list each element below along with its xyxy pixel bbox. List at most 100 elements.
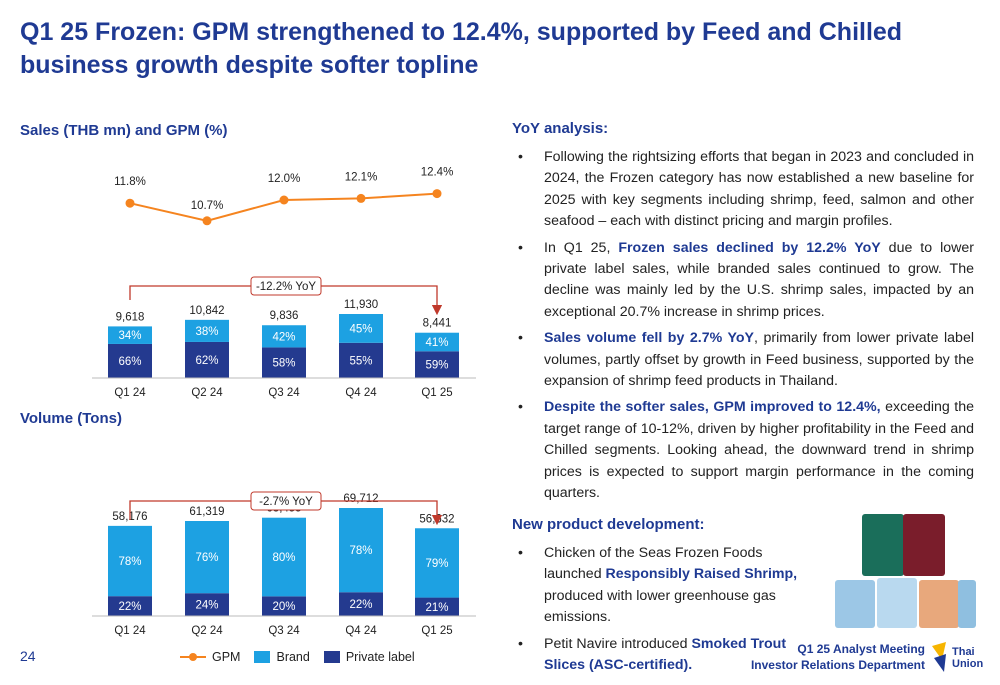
total-value-label: 9,836 [270,310,299,322]
yoy-bullet-list: Following the rightsizing efforts that b… [512,147,974,505]
legend-private-label: Private label [345,650,415,664]
gpm-value-label: 12.4% [421,167,454,179]
new-product-section: New product development: Chicken of the … [512,516,822,681]
body-text: In Q1 25, [544,239,619,256]
x-tick-label: Q2 24 [191,387,223,399]
sales-chart: 66% 34% 9,618 Q1 24 62% 38% 10,842 Q2 24 58% 42% 9… [92,167,476,399]
yoy-bullet: Sales volume fell by 2.7% YoY, primarily… [512,328,974,392]
bar-private-label [108,596,152,616]
logo-text-1: Thai [952,646,975,658]
yoy-heading: YoY analysis: [512,120,609,137]
npd-bullet: Petit Navire introduced Smoked Trout Sli… [512,634,822,677]
charts-canvas: 66% 34% 9,618 Q1 24 62% 38% 10,842 Q2 24 58% 42% 9… [92,167,476,637]
x-tick-label: Q2 24 [191,625,223,637]
body-text: due to lower private label sales, while … [544,239,974,320]
brand-share-label: 38% [195,326,218,338]
footer-line-2: Investor Relations Department [750,658,925,672]
bar-private-label [339,342,383,378]
bar-brand [262,325,306,348]
highlight-text: Smoked Trout Slices (ASC-certified). [544,635,787,674]
brand-share-label: 78% [349,545,372,557]
smoked-trout-package-image [958,580,976,628]
private-label-share-label: 55% [349,355,372,367]
gpm-point [432,189,442,199]
legend-gpm-label: GPM [212,650,241,664]
smoked-trout-package-image [877,578,917,628]
body-text: , primarily from lower private label vol… [544,330,974,390]
bar-brand [415,332,459,352]
total-value-label: 69,712 [343,493,378,505]
bar-brand [339,508,383,593]
brand-share-label: 80% [272,552,295,564]
bar-private-label [415,597,459,616]
bar-brand [108,326,152,344]
x-tick-label: Q4 24 [345,625,377,637]
total-value-label: 10,842 [189,305,224,317]
gpm-value-label: 12.1% [345,171,378,183]
legend-brand: Brand [254,650,310,664]
x-tick-label: Q1 25 [421,387,452,399]
brand-share-label: 76% [195,552,218,564]
npd-heading: New product development: [512,516,705,533]
yoy-bullet: Despite the softer sales, GPM improved t… [512,397,974,504]
yoy-badge [250,491,322,511]
bar-brand [185,319,229,342]
yoy-bullet: In Q1 25, Frozen sales declined by 12.2%… [512,238,974,324]
bar-private-label [185,341,229,378]
smoked-trout-package-image [835,580,875,628]
shrimp-package-image [903,514,945,576]
gpm-value-label: 10.7% [191,200,224,212]
highlight-text: Sales volume fell by 2.7% YoY [544,330,755,347]
gpm-value-label: 11.8% [114,176,146,188]
private-label-share-label: 62% [195,355,218,367]
total-value-label: 11,930 [344,299,378,311]
npd-bullet-list: Chicken of the Seas Frozen Foods launche… [512,543,822,676]
bar-private-label [339,592,383,616]
volume-chart-heading: Volume (Tons) [20,410,122,427]
footer-line-1: Q1 25 Analyst Meeting [797,642,925,656]
gpm-point [356,193,366,203]
brand-share-label: 41% [425,337,448,349]
highlight-text: Responsibly Raised Shrimp, [605,566,798,583]
body-text: exceeding the target range of 10-12%, dr… [544,399,974,502]
private-label-share-label: 58% [272,358,295,370]
bar-private-label [262,596,306,616]
sales-chart-heading: Sales (THB mn) and GPM (%) [20,122,228,139]
private-label-share-label: 21% [425,602,448,614]
private-label-share-label: 22% [349,599,372,611]
bar-private-label [185,593,229,616]
yoy-badge-label: -12.2% YoY [256,281,316,293]
bar-brand [339,314,383,343]
brand-share-label: 34% [118,330,141,342]
body-text: Petit Navire introduced [544,635,692,652]
highlight-text: Frozen sales declined by 12.2% YoY [618,239,881,256]
logo-text-2: Union [952,658,984,670]
private-label-share-label: 59% [425,360,448,372]
yoy-badge-label: -2.7% YoY [259,496,313,508]
bar-brand [262,517,306,597]
total-value-label: 9,618 [116,311,145,323]
shrimp-package-image [862,514,904,576]
brand-swatch-icon [254,651,271,663]
page-number: 24 [20,648,36,664]
total-value-label: 8,441 [423,318,452,330]
x-tick-label: Q1 24 [114,625,146,637]
private-label-swatch-icon [323,651,340,663]
x-tick-label: Q1 24 [114,387,146,399]
thai-union-logo: Thai Union [930,640,990,680]
chart-legend: GPM Brand Private label [180,650,429,664]
npd-bullet: Chicken of the Seas Frozen Foods launche… [512,543,822,629]
brand-share-label: 42% [272,331,295,343]
x-tick-label: Q4 24 [345,387,377,399]
private-label-share-label: 22% [118,601,141,613]
body-text: produced with lower greenhouse gas emiss… [544,587,776,626]
gpm-legend-icon [180,653,206,661]
logo-icon [932,642,946,672]
legend-private: Private label [323,650,415,664]
bar-brand [108,525,152,597]
private-label-share-label: 24% [195,600,218,612]
legend-gpm: GPM [180,650,240,664]
private-label-share-label: 20% [272,601,295,613]
bar-private-label [262,347,306,378]
private-label-share-label: 66% [118,356,141,368]
